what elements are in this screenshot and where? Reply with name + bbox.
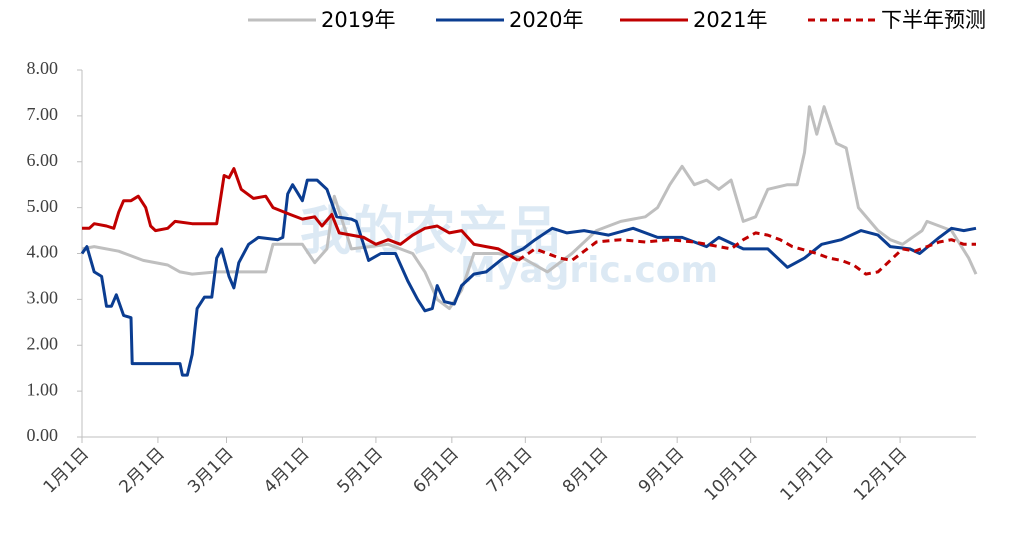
x-tick-label: 10月1日 (701, 444, 762, 505)
x-tick-label: 4月1日 (260, 444, 313, 497)
y-tick-label: 1.00 (27, 379, 59, 399)
series-line (517, 231, 976, 276)
x-tick-label: 11月1日 (777, 444, 838, 505)
x-tick-label: 1月1日 (40, 444, 93, 497)
y-tick-label: 6.00 (27, 150, 59, 170)
series-line (81, 105, 978, 311)
y-tick-label: 7.00 (27, 104, 59, 124)
legend-label: 2019年 (321, 8, 395, 32)
x-tick-label: 7月1日 (483, 444, 536, 497)
x-tick-label: 12月1日 (850, 444, 911, 505)
y-tick-label: 8.00 (27, 58, 59, 78)
x-tick-label: 3月1日 (184, 444, 237, 497)
x-tick-label: 8月1日 (559, 444, 612, 497)
y-tick-label: 4.00 (27, 242, 59, 262)
series-line (80, 178, 977, 377)
legend-label: 下半年预测 (881, 8, 986, 32)
y-tick-label: 3.00 (27, 288, 59, 308)
y-tick-label: 0.00 (27, 425, 59, 445)
y-tick-label: 2.00 (27, 333, 59, 353)
watermark: Myagric.com (460, 250, 718, 291)
legend-label: 2020年 (509, 8, 583, 32)
x-tick-label: 2月1日 (116, 444, 169, 497)
x-tick-label: 5月1日 (334, 444, 387, 497)
x-tick-label: 6月1日 (409, 444, 462, 497)
x-tick-label: 9月1日 (635, 444, 688, 497)
y-tick-label: 5.00 (27, 196, 59, 216)
series-line (82, 167, 519, 262)
legend-label: 2021年 (693, 8, 767, 32)
